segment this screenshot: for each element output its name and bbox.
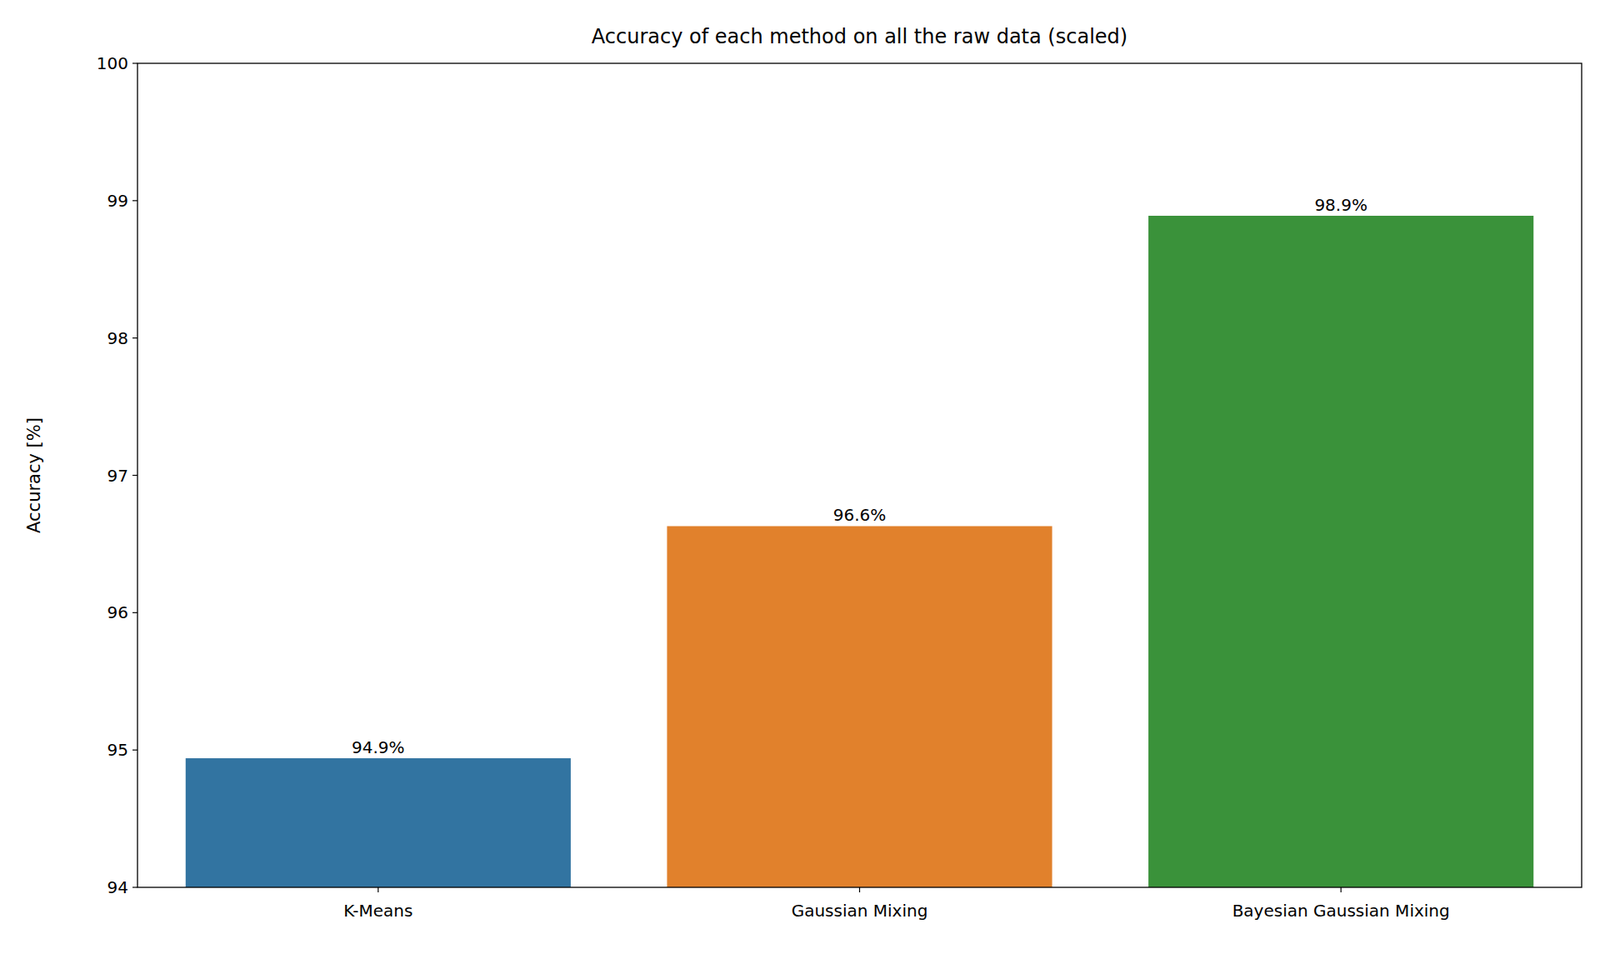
y-tick	[132, 475, 138, 476]
x-tick	[377, 887, 379, 893]
y-tick-label: 100	[96, 53, 129, 74]
y-tick-label: 97	[107, 465, 129, 486]
x-tick	[859, 887, 860, 893]
x-tick	[1340, 887, 1342, 893]
y-tick	[132, 62, 138, 64]
data-label: 96.6%	[833, 505, 887, 525]
bars	[185, 215, 1534, 888]
y-tick-label: 95	[107, 740, 129, 760]
y-tick	[132, 200, 138, 201]
y-tick	[132, 337, 138, 339]
x-tick-label: K-Means	[343, 900, 413, 921]
chart-title: Accuracy of each method on all the raw d…	[591, 25, 1128, 49]
y-tick-label: 99	[107, 190, 129, 211]
y-axis-label: Accuracy [%]	[24, 417, 45, 534]
data-label: 98.9%	[1314, 195, 1368, 215]
chart-container: 94.9% 96.6% 98.9% 94 95 96 97 98 99 100 K-Means Gau…	[0, 0, 1600, 959]
y-tick	[132, 612, 138, 614]
bar	[666, 525, 1052, 888]
data-label: 94.9%	[351, 737, 405, 758]
y-tick-label: 98	[107, 328, 129, 349]
bar	[1148, 215, 1534, 888]
y-tick	[132, 886, 138, 888]
plot-frame	[137, 63, 1582, 888]
y-tick	[132, 750, 138, 751]
x-tick-label: Gaussian Mixing	[791, 900, 929, 921]
y-tick-label: 94	[107, 877, 129, 898]
y-tick-label: 96	[107, 602, 129, 623]
bar	[185, 758, 571, 888]
chart-svg: 94.9% 96.6% 98.9% 94 95 96 97 98 99 100 K-Means Gau…	[0, 0, 1600, 959]
x-tick-label: Bayesian Gaussian Mixing	[1232, 900, 1450, 921]
